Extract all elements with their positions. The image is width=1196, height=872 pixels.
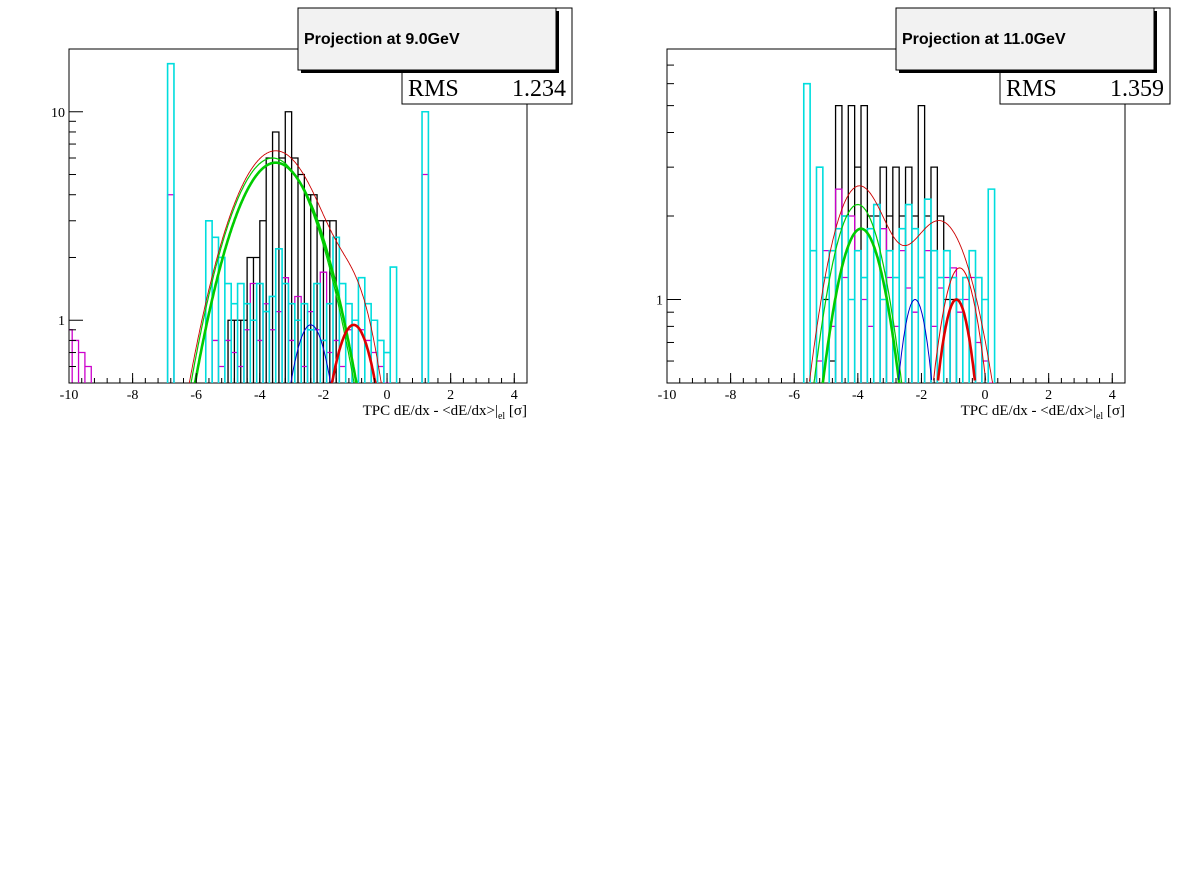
title-box xyxy=(895,7,1155,71)
fit-total-curve xyxy=(188,150,382,383)
x-tick-label: -4 xyxy=(852,388,864,403)
x-tick-label: -8 xyxy=(725,388,737,403)
fit-blue-curve xyxy=(898,298,933,380)
x-tick-label: -6 xyxy=(788,388,800,403)
x-tick-label: 0 xyxy=(384,388,391,403)
x-axis-title-main: TPC dE/dx - <dE/dx>| xyxy=(363,403,498,419)
stats-rms-value: 1.234 xyxy=(512,76,566,102)
x-tick-label: 0 xyxy=(982,388,989,403)
x-tick-label: -6 xyxy=(190,388,202,403)
fit-red-curve xyxy=(330,323,377,383)
x-axis-title-subscript: el xyxy=(498,411,505,422)
fit-green-thin-curve xyxy=(813,203,903,383)
x-tick-label: 2 xyxy=(447,388,454,403)
x-axis-title-unit: [σ] xyxy=(1103,403,1125,419)
chart-panel-9gev: -10 -8 -6 -4 -2 0 2 4 1 10 TPC dE/dx - <dE/dx>|el … xyxy=(51,7,573,422)
x-tick-label: -10 xyxy=(658,388,677,403)
x-tick-label: -4 xyxy=(254,388,266,403)
y-tick-label: 10 xyxy=(51,106,65,121)
x-axis-title-main: TPC dE/dx - <dE/dx>| xyxy=(961,403,1096,419)
fit-green-thin-curve xyxy=(190,157,355,383)
fit-green-curve xyxy=(821,227,901,383)
chart-panel-11gev: -10 -8 -6 -4 -2 0 2 4 1 TPC dE/dx - <dE/dx>|el [σ… xyxy=(656,7,1171,422)
x-tick-label: -8 xyxy=(127,388,139,403)
x-tick-label: -10 xyxy=(60,388,79,403)
plot-area xyxy=(802,82,996,383)
x-tick-label: -2 xyxy=(318,388,330,403)
fit-red-curve xyxy=(936,298,977,381)
plot-area xyxy=(69,62,430,383)
title-box xyxy=(297,7,557,71)
x-tick-label: -2 xyxy=(916,388,928,403)
x-axis-title: TPC dE/dx - <dE/dx>|el [σ] xyxy=(961,403,1125,422)
fit-green-curve xyxy=(193,161,358,383)
x-axis-title-subscript: el xyxy=(1096,411,1103,422)
y-tick-label: 1 xyxy=(656,294,663,309)
chart-title: Projection at 9.0GeV xyxy=(304,31,460,48)
stats-rms-label: RMS xyxy=(1006,76,1057,102)
histogram-cyan xyxy=(802,82,996,383)
fit-blue-curve xyxy=(290,324,331,383)
stats-rms-value: 1.359 xyxy=(1110,76,1164,102)
x-tick-label: 4 xyxy=(1109,388,1116,403)
fit-total-curve xyxy=(809,185,994,383)
x-axis-title-unit: [σ] xyxy=(505,403,527,419)
chart-title: Projection at 11.0GeV xyxy=(902,31,1066,48)
stats-rms-label: RMS xyxy=(408,76,459,102)
x-tick-label: 2 xyxy=(1045,388,1052,403)
x-tick-label: 4 xyxy=(511,388,518,403)
fit-red-thin-curve xyxy=(933,267,987,381)
y-tick-label: 1 xyxy=(58,314,65,329)
x-axis-title: TPC dE/dx - <dE/dx>|el [σ] xyxy=(363,403,527,422)
